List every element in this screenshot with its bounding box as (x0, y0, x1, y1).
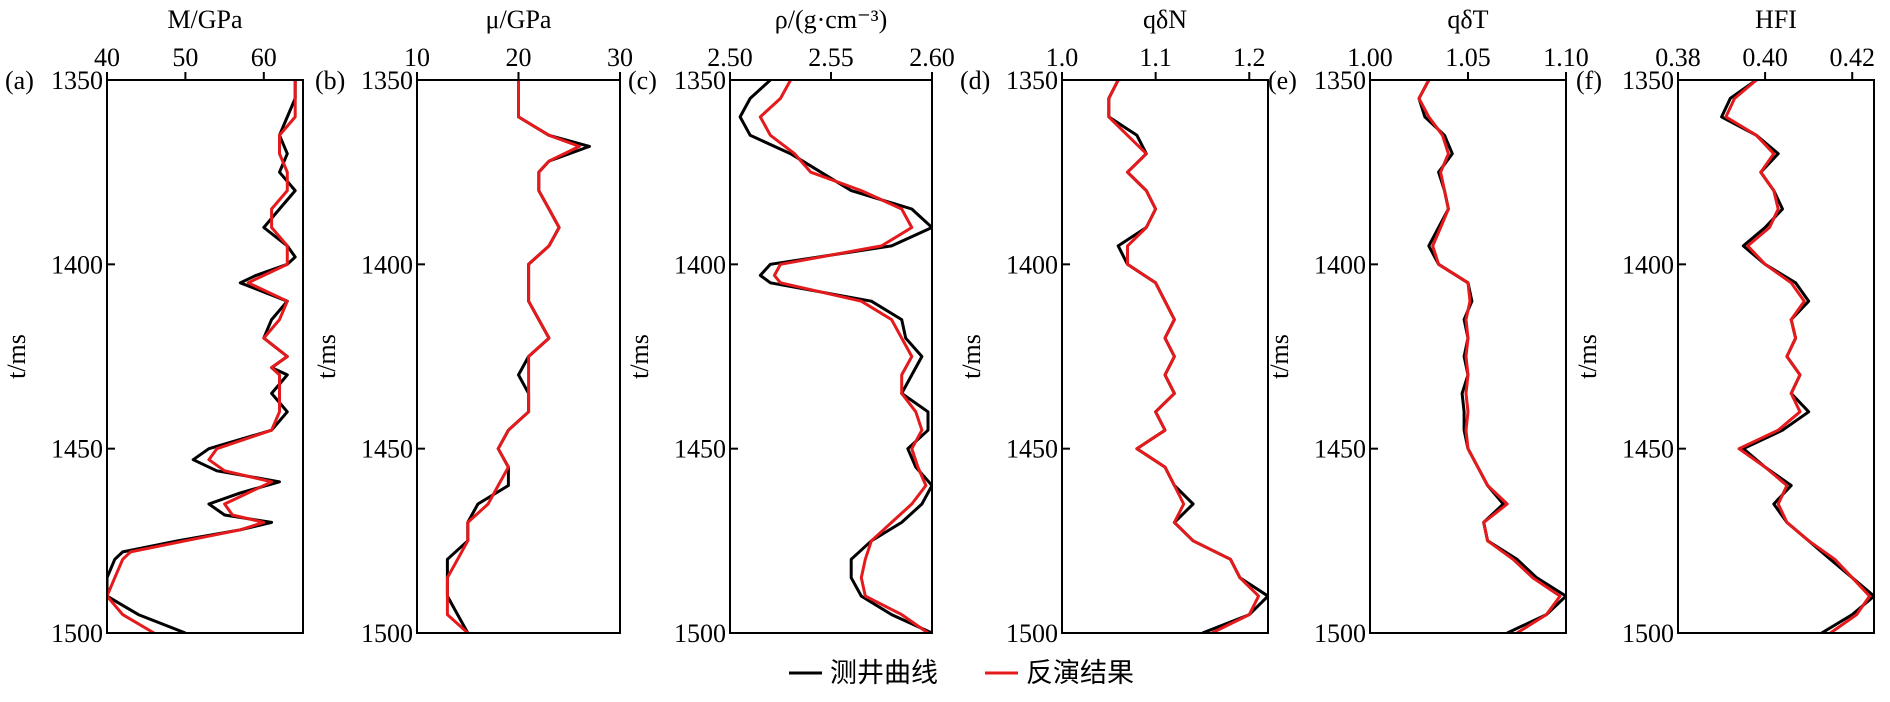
inversion-line-c (758, 80, 929, 633)
x-tick-label: 2.55 (808, 43, 854, 72)
x-tick-label: 20 (506, 43, 532, 72)
y-tick-label: 1500 (1622, 619, 1674, 648)
legend: 测井曲线 反演结果 (789, 658, 1134, 688)
y-tick-label: 1400 (674, 250, 726, 279)
x-tick-label: 60 (251, 43, 277, 72)
y-tick-label: 1400 (1314, 250, 1366, 279)
x-tick-label: 0.38 (1655, 43, 1701, 72)
plot-frame (1369, 79, 1567, 634)
y-tick-label: 1500 (51, 619, 103, 648)
panel-letter: (e) (1268, 66, 1297, 95)
y-tick-label: 1350 (1622, 66, 1674, 95)
y-tick-label: 1450 (1314, 435, 1366, 464)
axis-title: qδN (1143, 5, 1187, 34)
axis-title: μ/GPa (486, 5, 552, 34)
well-log-line-c (738, 80, 932, 633)
x-tick-label: 30 (607, 43, 633, 72)
x-tick-label: 2.50 (707, 43, 753, 72)
panel-letter: (b) (315, 66, 345, 95)
y-axis-label: t/ms (2, 334, 31, 379)
y-axis-label: t/ms (1573, 334, 1602, 379)
panel-f: 0.38 0.40 0.42 HFI 1350 1400 1450 1500 (f) t/ms (1573, 5, 1875, 648)
axis-title: M/GPa (167, 5, 243, 34)
panel-letter: (c) (628, 66, 657, 95)
x-tick-label: 2.60 (909, 43, 955, 72)
panel-letter: (d) (960, 66, 990, 95)
inversion-line-d (1107, 80, 1261, 633)
y-tick-label: 1350 (1314, 66, 1366, 95)
y-tick-label: 1400 (1622, 250, 1674, 279)
y-tick-label: 1500 (1006, 619, 1058, 648)
panel-e: 1.00 1.05 1.10 qδT 1350 1400 1450 1500 (e) t/ms (1265, 5, 1589, 648)
panels-group: 40 50 60 M/GPa 1350 1400 1450 1500 (a) t/ms 10 20 30… (2, 5, 1875, 648)
y-tick-label: 1500 (361, 619, 413, 648)
y-tick-label: 1400 (361, 250, 413, 279)
panel-letter: (a) (5, 66, 34, 95)
y-tick-label: 1450 (361, 435, 413, 464)
y-tick-label: 1350 (51, 66, 103, 95)
panel-c: 2.50 2.55 2.60 ρ/(g·cm⁻³) 1350 1400 1450 1500 (c… (625, 5, 955, 648)
panel-d: 1.0 1.1 1.2 qδN 1350 1400 1450 1500 (d) t/ms (957, 5, 1269, 648)
x-tick-label: 1.00 (1347, 43, 1393, 72)
x-tick-label: 1.2 (1233, 43, 1266, 72)
legend-label-inversion: 反演结果 (1026, 658, 1134, 688)
y-tick-label: 1350 (674, 66, 726, 95)
y-tick-label: 1400 (51, 250, 103, 279)
well-log-line-b (445, 80, 591, 633)
well-log-line-d (1107, 80, 1268, 633)
well-log-line-e (1417, 80, 1566, 633)
x-tick-label: 50 (172, 43, 198, 72)
x-tick-label: 1.10 (1543, 43, 1589, 72)
y-tick-label: 1500 (1314, 619, 1366, 648)
y-tick-label: 1450 (674, 435, 726, 464)
y-axis-label: t/ms (957, 334, 986, 379)
x-tick-label: 40 (94, 43, 120, 72)
plot-frame (729, 79, 933, 634)
panel-letter: (f) (1576, 66, 1602, 95)
y-tick-label: 1400 (1006, 250, 1058, 279)
x-tick-label: 0.40 (1742, 43, 1788, 72)
x-tick-label: 1.1 (1139, 43, 1172, 72)
inversion-line-e (1417, 80, 1562, 633)
y-axis-label: t/ms (1265, 334, 1294, 379)
axis-title: HFI (1755, 5, 1797, 34)
y-tick-label: 1450 (51, 435, 103, 464)
axis-title: ρ/(g·cm⁻³) (775, 5, 887, 34)
y-tick-label: 1350 (361, 66, 413, 95)
y-tick-label: 1500 (674, 619, 726, 648)
x-tick-label: 1.0 (1046, 43, 1079, 72)
y-axis-label: t/ms (312, 334, 341, 379)
x-tick-label: 0.42 (1829, 43, 1875, 72)
y-tick-label: 1350 (1006, 66, 1058, 95)
plot-frame (1677, 79, 1875, 634)
axis-title: qδT (1447, 5, 1488, 34)
plot-frame (416, 79, 621, 634)
inversion-line-b (445, 80, 581, 633)
x-tick-label: 10 (404, 43, 430, 72)
y-tick-label: 1450 (1006, 435, 1058, 464)
y-axis-label: t/ms (625, 334, 654, 379)
plot-frame (1061, 79, 1269, 634)
panel-a: 40 50 60 M/GPa 1350 1400 1450 1500 (a) t/ms (2, 5, 304, 648)
legend-label-well-log: 测井曲线 (830, 658, 938, 688)
x-tick-label: 1.05 (1445, 43, 1491, 72)
inversion-line-a (107, 80, 297, 633)
well-log-line-f (1720, 80, 1874, 633)
plot-frame (106, 79, 304, 634)
panel-b: 10 20 30 μ/GPa 1350 1400 1450 1500 (b) t/ms (312, 5, 633, 648)
y-tick-label: 1450 (1622, 435, 1674, 464)
inversion-line-f (1724, 80, 1872, 633)
